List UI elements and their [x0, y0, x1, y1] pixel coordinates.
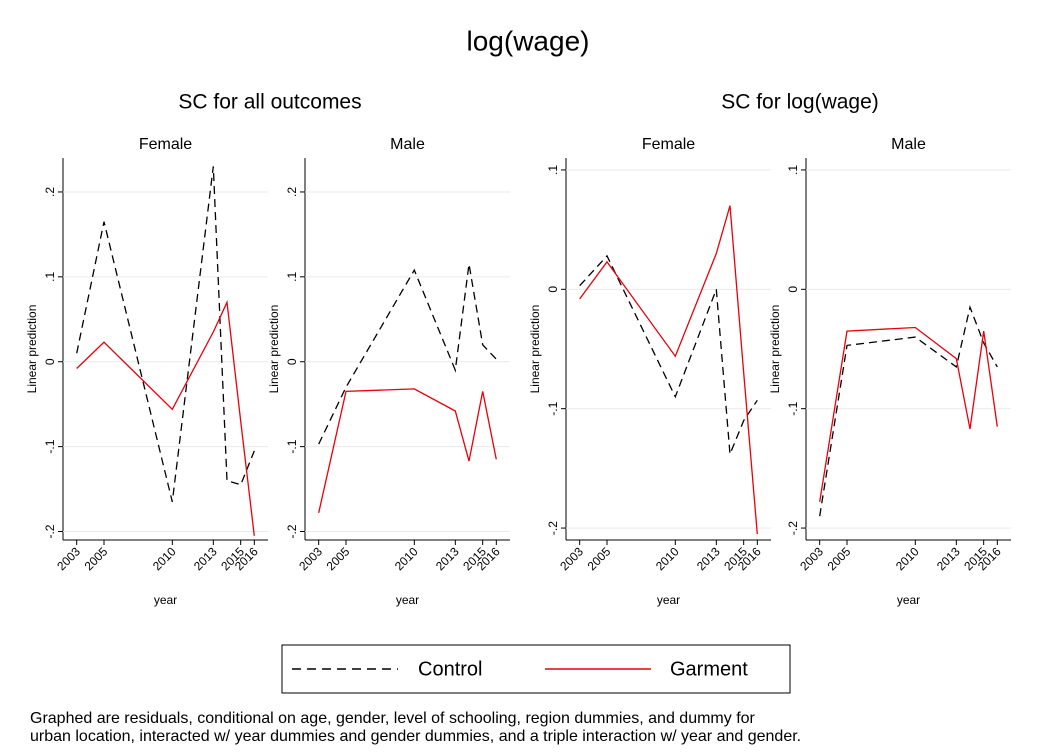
x-axis-label: year — [396, 593, 419, 607]
y-tick-label: -.1 — [786, 401, 800, 415]
x-axis-label: year — [897, 593, 920, 607]
y-tick-label: .1 — [285, 272, 299, 282]
series-line — [579, 205, 758, 535]
x-axis-label: year — [657, 593, 680, 607]
y-tick-label: -.2 — [43, 524, 57, 538]
series-line — [579, 254, 758, 455]
y-tick-label: 0 — [546, 286, 560, 293]
y-tick-label: .2 — [285, 187, 299, 197]
y-tick-label: .1 — [43, 272, 57, 282]
y-tick-label: 0 — [285, 358, 299, 365]
panel-title: Female — [642, 136, 695, 153]
y-axis-label: Linear prediction — [528, 305, 542, 394]
panel-title: Female — [139, 136, 192, 153]
panel-title: Male — [891, 136, 926, 153]
series-line — [819, 304, 998, 517]
note: urban location, interacted w/ year dummi… — [30, 728, 801, 745]
figure-title: log(wage) — [467, 25, 590, 56]
y-axis-label: Linear prediction — [267, 305, 281, 394]
series-line — [318, 388, 497, 513]
y-tick-label: 0 — [43, 358, 57, 365]
legend-label: Control — [418, 658, 482, 680]
legend-label: Garment — [670, 658, 748, 680]
series-line — [819, 326, 998, 502]
y-tick-label: -.1 — [285, 439, 299, 453]
y-axis-label: Linear prediction — [25, 305, 39, 394]
note: Graphed are residuals, conditional on ag… — [30, 710, 756, 727]
y-tick-label: 0 — [786, 286, 800, 293]
y-tick-label: -.1 — [546, 401, 560, 415]
group-title: SC for all outcomes — [178, 91, 361, 114]
y-tick-label: .1 — [786, 165, 800, 175]
legend-box — [281, 644, 791, 694]
y-tick-label: .1 — [546, 165, 560, 175]
y-axis-label: Linear prediction — [768, 305, 782, 394]
series-line — [76, 299, 255, 536]
group-title: SC for log(wage) — [721, 91, 879, 114]
panel-title: Male — [390, 136, 425, 153]
y-tick-label: .2 — [43, 187, 57, 197]
series-line — [76, 166, 255, 502]
y-tick-label: -.2 — [285, 524, 299, 538]
y-tick-label: -.2 — [546, 521, 560, 535]
y-tick-label: -.2 — [786, 521, 800, 535]
x-axis-label: year — [154, 593, 177, 607]
y-tick-label: -.1 — [43, 439, 57, 453]
series-line — [318, 263, 497, 445]
